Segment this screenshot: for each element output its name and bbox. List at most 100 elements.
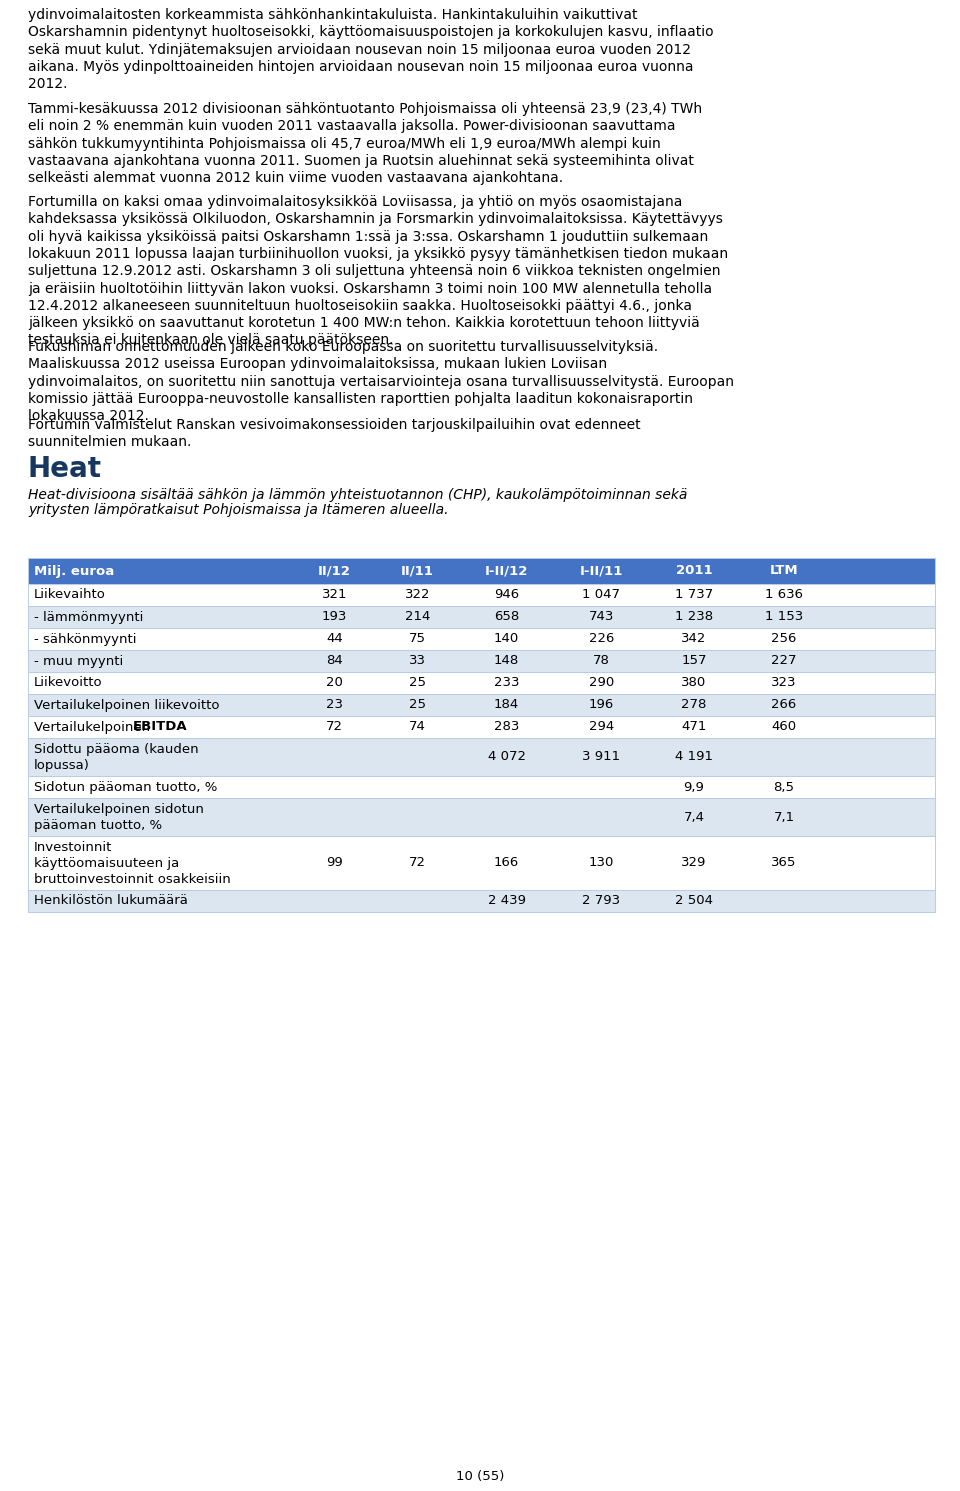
Text: 7,1: 7,1 — [774, 811, 795, 823]
Text: II/11: II/11 — [401, 565, 434, 577]
Text: Liikevoitto: Liikevoitto — [34, 677, 103, 689]
Text: 44: 44 — [326, 632, 343, 646]
Text: Investoinnit
käyttöomaisuuteen ja
bruttoinvestoinnit osakkeisiin: Investoinnit käyttöomaisuuteen ja brutto… — [34, 841, 230, 886]
Text: Milj. euroa: Milj. euroa — [34, 565, 114, 577]
Text: 2011: 2011 — [676, 565, 712, 577]
Bar — [28, 672, 935, 693]
Bar — [28, 605, 935, 628]
Text: 33: 33 — [409, 655, 426, 668]
Text: 471: 471 — [682, 720, 707, 734]
Text: 4 072: 4 072 — [488, 750, 525, 763]
Text: Sidottu pääoma (kauden
lopussa): Sidottu pääoma (kauden lopussa) — [34, 743, 199, 772]
Text: 196: 196 — [588, 698, 614, 711]
Text: Vertailukelpoinen liikevoitto: Vertailukelpoinen liikevoitto — [34, 698, 220, 711]
Text: 256: 256 — [771, 632, 797, 646]
Text: 25: 25 — [409, 698, 426, 711]
Text: 1 047: 1 047 — [583, 589, 620, 601]
Bar — [28, 738, 935, 775]
Text: 166: 166 — [493, 856, 519, 869]
Text: 72: 72 — [409, 856, 426, 869]
Text: 283: 283 — [493, 720, 519, 734]
Text: yritysten lämpöratkaisut Pohjoismaissa ja Itämeren alueella.: yritysten lämpöratkaisut Pohjoismaissa j… — [28, 502, 448, 517]
Text: 1 737: 1 737 — [675, 589, 713, 601]
Bar — [28, 584, 935, 605]
Text: 10 (55): 10 (55) — [456, 1470, 504, 1484]
Text: EBITDA: EBITDA — [133, 720, 188, 734]
Text: Tammi-kesäkuussa 2012 divisioonan sähköntuotanto Pohjoismaissa oli yhteensä 23,9: Tammi-kesäkuussa 2012 divisioonan sähkön… — [28, 101, 702, 185]
Text: 2 793: 2 793 — [583, 895, 620, 908]
Text: 227: 227 — [771, 655, 797, 668]
Text: 184: 184 — [493, 698, 519, 711]
Bar — [28, 693, 935, 716]
Text: 290: 290 — [588, 677, 614, 689]
Text: 233: 233 — [493, 677, 519, 689]
Text: Fortumilla on kaksi omaa ydinvoimalaitosyksikköä Loviisassa, ja yhtiö on myös os: Fortumilla on kaksi omaa ydinvoimalaitos… — [28, 195, 728, 347]
Text: II/12: II/12 — [318, 565, 351, 577]
Text: 157: 157 — [682, 655, 707, 668]
Text: ydinvoimalaitosten korkeammista sähkönhankintakuluista. Hankintakuluihin vaikutt: ydinvoimalaitosten korkeammista sähkönha… — [28, 7, 713, 91]
Text: Fukushiman onnettomuuden jälkeen koko Euroopassa on suoritettu turvallisuusselvi: Fukushiman onnettomuuden jälkeen koko Eu… — [28, 340, 734, 423]
Text: 214: 214 — [405, 610, 430, 623]
Text: LTM: LTM — [770, 565, 799, 577]
Text: - sähkönmyynti: - sähkönmyynti — [34, 632, 136, 646]
Text: 84: 84 — [326, 655, 343, 668]
Text: 342: 342 — [682, 632, 707, 646]
Text: I-II/12: I-II/12 — [485, 565, 528, 577]
Text: 946: 946 — [494, 589, 519, 601]
Text: 3 911: 3 911 — [583, 750, 620, 763]
Text: 1 238: 1 238 — [675, 610, 713, 623]
Text: 2 504: 2 504 — [675, 895, 713, 908]
Text: 4 191: 4 191 — [675, 750, 713, 763]
Text: 74: 74 — [409, 720, 426, 734]
Text: - lämmönmyynti: - lämmönmyynti — [34, 610, 143, 623]
Text: Fortumin valmistelut Ranskan vesivoimakonsessioiden tarjouskilpailuihin ovat ede: Fortumin valmistelut Ranskan vesivoimako… — [28, 417, 640, 449]
Text: 322: 322 — [405, 589, 430, 601]
Text: 140: 140 — [493, 632, 519, 646]
Text: Heat-divisioona sisältää sähkön ja lämmön yhteistuotannon (CHP), kaukolämpötoimi: Heat-divisioona sisältää sähkön ja lämmö… — [28, 488, 687, 502]
Bar — [28, 628, 935, 650]
Text: 9,9: 9,9 — [684, 780, 705, 793]
Text: 130: 130 — [588, 856, 614, 869]
Text: 78: 78 — [593, 655, 610, 668]
Text: 75: 75 — [409, 632, 426, 646]
Bar — [28, 650, 935, 672]
Text: Vertailukelpoinen: Vertailukelpoinen — [34, 720, 155, 734]
Text: 23: 23 — [326, 698, 343, 711]
Text: Sidotun pääoman tuotto, %: Sidotun pääoman tuotto, % — [34, 780, 217, 793]
Text: Vertailukelpoinen sidotun
pääoman tuotto, %: Vertailukelpoinen sidotun pääoman tuotto… — [34, 804, 204, 832]
Text: 193: 193 — [322, 610, 348, 623]
Text: 99: 99 — [326, 856, 343, 869]
Bar — [28, 558, 935, 584]
Text: 743: 743 — [588, 610, 614, 623]
Text: 278: 278 — [682, 698, 707, 711]
Text: 294: 294 — [588, 720, 614, 734]
Text: 8,5: 8,5 — [774, 780, 795, 793]
Bar — [28, 798, 935, 836]
Text: 365: 365 — [771, 856, 797, 869]
Text: 380: 380 — [682, 677, 707, 689]
Text: 148: 148 — [493, 655, 519, 668]
Text: I-II/11: I-II/11 — [580, 565, 623, 577]
Bar — [28, 890, 935, 912]
Bar — [28, 716, 935, 738]
Text: 7,4: 7,4 — [684, 811, 705, 823]
Bar — [28, 775, 935, 798]
Text: 321: 321 — [322, 589, 348, 601]
Text: - muu myynti: - muu myynti — [34, 655, 123, 668]
Text: 266: 266 — [772, 698, 797, 711]
Text: 658: 658 — [493, 610, 519, 623]
Text: Heat: Heat — [28, 455, 102, 483]
Text: 1 636: 1 636 — [765, 589, 803, 601]
Text: 1 153: 1 153 — [765, 610, 804, 623]
Text: 329: 329 — [682, 856, 707, 869]
Bar — [28, 836, 935, 890]
Text: 460: 460 — [772, 720, 797, 734]
Text: Henkilöstön lukumäärä: Henkilöstön lukumäärä — [34, 895, 188, 908]
Text: 323: 323 — [771, 677, 797, 689]
Text: 2 439: 2 439 — [488, 895, 525, 908]
Text: 20: 20 — [326, 677, 343, 689]
Text: 226: 226 — [588, 632, 614, 646]
Text: 25: 25 — [409, 677, 426, 689]
Text: Liikevaihto: Liikevaihto — [34, 589, 106, 601]
Text: 72: 72 — [326, 720, 343, 734]
